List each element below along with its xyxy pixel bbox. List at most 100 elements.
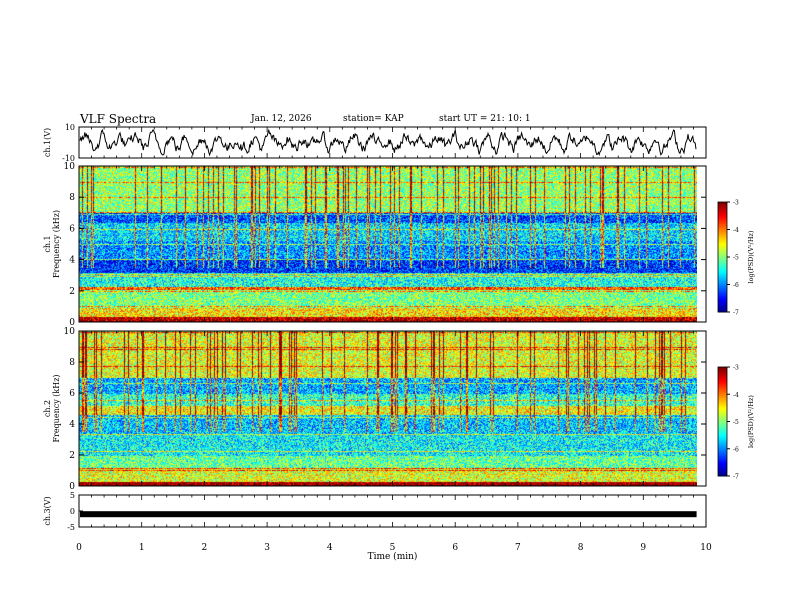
ch1-spectrogram-colorbar-cell bbox=[718, 295, 727, 298]
ch2-spectrogram-colorbar-cell bbox=[718, 381, 727, 384]
ch1-spectrogram-colorbar-cell bbox=[718, 277, 727, 280]
ch2-spectrogram-colorbar-cell bbox=[718, 405, 727, 408]
colorbar-tick-label: -5 bbox=[733, 255, 739, 262]
colorbar-tick-label: -3 bbox=[733, 365, 739, 372]
ch1-spectrogram-colorbar-cell bbox=[718, 211, 727, 214]
ch1-spectrogram-colorbar-cell bbox=[718, 266, 727, 269]
ch2-spectrogram-colorbar-cell bbox=[718, 412, 727, 415]
ch1-spectrogram-colorbar-cell bbox=[718, 246, 727, 249]
ch1-spectrogram-colorbar-cell bbox=[718, 293, 727, 296]
ch1-spectrogram-colorbar-cell bbox=[718, 255, 727, 258]
ch2-spectrogram-colorbar-cell bbox=[718, 416, 727, 419]
y-tick-label: -10 bbox=[62, 154, 75, 163]
ch2-spectrogram-colorbar-cell bbox=[718, 443, 727, 446]
ch2-spectrogram-colorbar-cell bbox=[718, 441, 727, 444]
ch2-spectrogram-colorbar-cell bbox=[718, 406, 727, 410]
ch2-spectrogram-colorbar-cell bbox=[718, 446, 727, 450]
ch2-spectrogram-colorbar-cell bbox=[718, 383, 727, 386]
ch1-spectrogram-colorbar-cell bbox=[718, 264, 727, 267]
ch1-spectrogram-colorbar-cell bbox=[718, 247, 727, 251]
ch1-spectrogram-colorbar-cell bbox=[718, 222, 727, 225]
ch1-spectrogram-colorbar-cell bbox=[718, 284, 727, 287]
ch3-signal-line bbox=[80, 511, 697, 518]
ch2-spectrogram-ylabel: ch.2 bbox=[43, 400, 52, 417]
ch2-spectrogram-colorbar-cell bbox=[718, 386, 727, 390]
colorbar-tick-label: -7 bbox=[733, 474, 739, 481]
ch2-spectrogram-colorbar-cell bbox=[718, 368, 727, 372]
ch2-spectrogram-colorbar-cell bbox=[718, 403, 727, 406]
ch2-spectrogram-colorbar-cell bbox=[718, 430, 727, 433]
ch1-spectrogram-colorbar-cell bbox=[718, 308, 727, 311]
ch1-spectrogram-colorbar-cell bbox=[718, 262, 727, 265]
x-tick-label: 10 bbox=[700, 543, 712, 553]
ch2-spectrogram-colorbar-cell bbox=[718, 463, 727, 466]
ch1-spectrogram-colorbar-cell bbox=[718, 236, 727, 240]
ch1-spectrogram-colorbar-cell bbox=[718, 301, 727, 304]
ch2-spectrogram-colorbar-cell bbox=[718, 372, 727, 375]
colorbar-tick-label: -7 bbox=[733, 310, 739, 317]
y-tick-label: 10 bbox=[65, 123, 75, 132]
y-tick-label: 8 bbox=[69, 358, 75, 368]
ch2-spectrogram-colorbar-cell bbox=[718, 459, 727, 462]
ch2-spectrogram-colorbar-cell bbox=[718, 392, 727, 395]
colorbar-tick-label: -5 bbox=[733, 419, 739, 426]
ch1-spectrogram-colorbar-cell bbox=[718, 290, 727, 293]
ch1-spectrogram-colorbar-cell bbox=[718, 268, 727, 271]
ch2-spectrogram-colorbar-cell bbox=[718, 370, 727, 373]
ch2-spectrogram-colorbar-cell bbox=[718, 466, 727, 470]
ch1-spectrogram-colorbar-cell bbox=[718, 224, 727, 227]
y-tick-label: 2 bbox=[69, 287, 75, 297]
ch2-spectrogram-colorbar-cell bbox=[718, 432, 727, 435]
ch1-spectrogram-colorbar-cell bbox=[718, 231, 727, 234]
ch2-spectrogram-colorbar-cell bbox=[718, 470, 727, 473]
ch1-spectrogram-colorbar-cell bbox=[718, 238, 727, 241]
ch2-spectrogram-colorbar-cell bbox=[718, 408, 727, 412]
colorbar-tick-label: -4 bbox=[733, 227, 739, 234]
y-tick-label: 4 bbox=[69, 420, 75, 430]
ch1-spectrogram-colorbar-cell bbox=[718, 220, 727, 223]
colorbar-tick-label: -3 bbox=[733, 200, 739, 207]
ch1-spectrogram-colorbar-cell bbox=[718, 207, 727, 210]
ch1-spectrogram-colorbar-cell bbox=[718, 209, 727, 212]
ch1-spectrogram-colorbar-cell bbox=[718, 302, 727, 306]
ch1-spectrogram-colorbar-cell bbox=[718, 202, 727, 205]
ch2-spectrogram-colorbar-cell bbox=[718, 379, 727, 383]
ch2-spectrogram-colorbar-cell bbox=[718, 374, 727, 377]
ch1-spectrogram-colorbar-cell bbox=[718, 244, 727, 247]
y-tick-label: 2 bbox=[69, 451, 75, 461]
ch2-spectrogram-colorbar-cell bbox=[718, 428, 727, 432]
ch1-spectrogram-colorbar-cell bbox=[718, 205, 727, 208]
ch1-spectrogram-colorbar-cell bbox=[718, 288, 727, 291]
ch2-spectrogram-colorbar-cell bbox=[718, 426, 727, 430]
colorbar-tick-label: -4 bbox=[733, 392, 739, 399]
ch2-spectrogram-colorbar-cell bbox=[718, 417, 727, 421]
y-tick-label: 0 bbox=[70, 507, 75, 516]
ch1-spectrogram-colorbar-cell bbox=[718, 282, 727, 285]
ch2-spectrogram-colorbar-cell bbox=[718, 421, 727, 424]
y-tick-label: 10 bbox=[64, 162, 76, 172]
ch1-spectrogram-colorbar-cell bbox=[718, 218, 727, 221]
ch1-spectrogram-colorbar-cell bbox=[718, 258, 727, 262]
x-tick-label: 2 bbox=[202, 543, 208, 553]
ch1-spectrogram-colorbar-cell bbox=[718, 242, 727, 245]
ch1-spectrogram-colorbar-cell bbox=[718, 260, 727, 263]
ch2-spectrogram-colorbar-cell bbox=[718, 434, 727, 437]
ch2-spectrogram-colorbar-cell bbox=[718, 410, 727, 413]
ch2-spectrogram-colorbar-cell bbox=[718, 396, 727, 399]
ch1-spectrogram-colorbar-cell bbox=[718, 229, 727, 232]
ch1-spectrogram-colorbar-cell bbox=[718, 310, 727, 313]
ch2-spectrogram-colorbar-cell bbox=[718, 385, 727, 388]
x-tick-label: 6 bbox=[452, 543, 458, 553]
x-tick-label: 4 bbox=[327, 543, 333, 553]
ch2-spectrogram-colorbar-cell bbox=[718, 454, 727, 457]
ch2-spectrogram-colorbar-cell bbox=[718, 439, 727, 442]
ch1-spectrogram-colorbar-cell bbox=[718, 299, 727, 302]
ch2-spectrogram-colorbar-cell bbox=[718, 390, 727, 393]
ch1-spectrogram-colorbar-cell bbox=[718, 306, 727, 309]
ch1-spectrogram-colorbar-cell bbox=[718, 279, 727, 282]
ch1-spectrogram-colorbar-cell bbox=[718, 304, 727, 307]
ch2-spectrogram-colorbar-cell bbox=[718, 394, 727, 397]
ch1-spectrogram-colorbar-cell bbox=[718, 297, 727, 300]
ch2-spectrogram-colorbar-cell bbox=[718, 367, 727, 370]
y-tick-label: 6 bbox=[69, 224, 75, 234]
